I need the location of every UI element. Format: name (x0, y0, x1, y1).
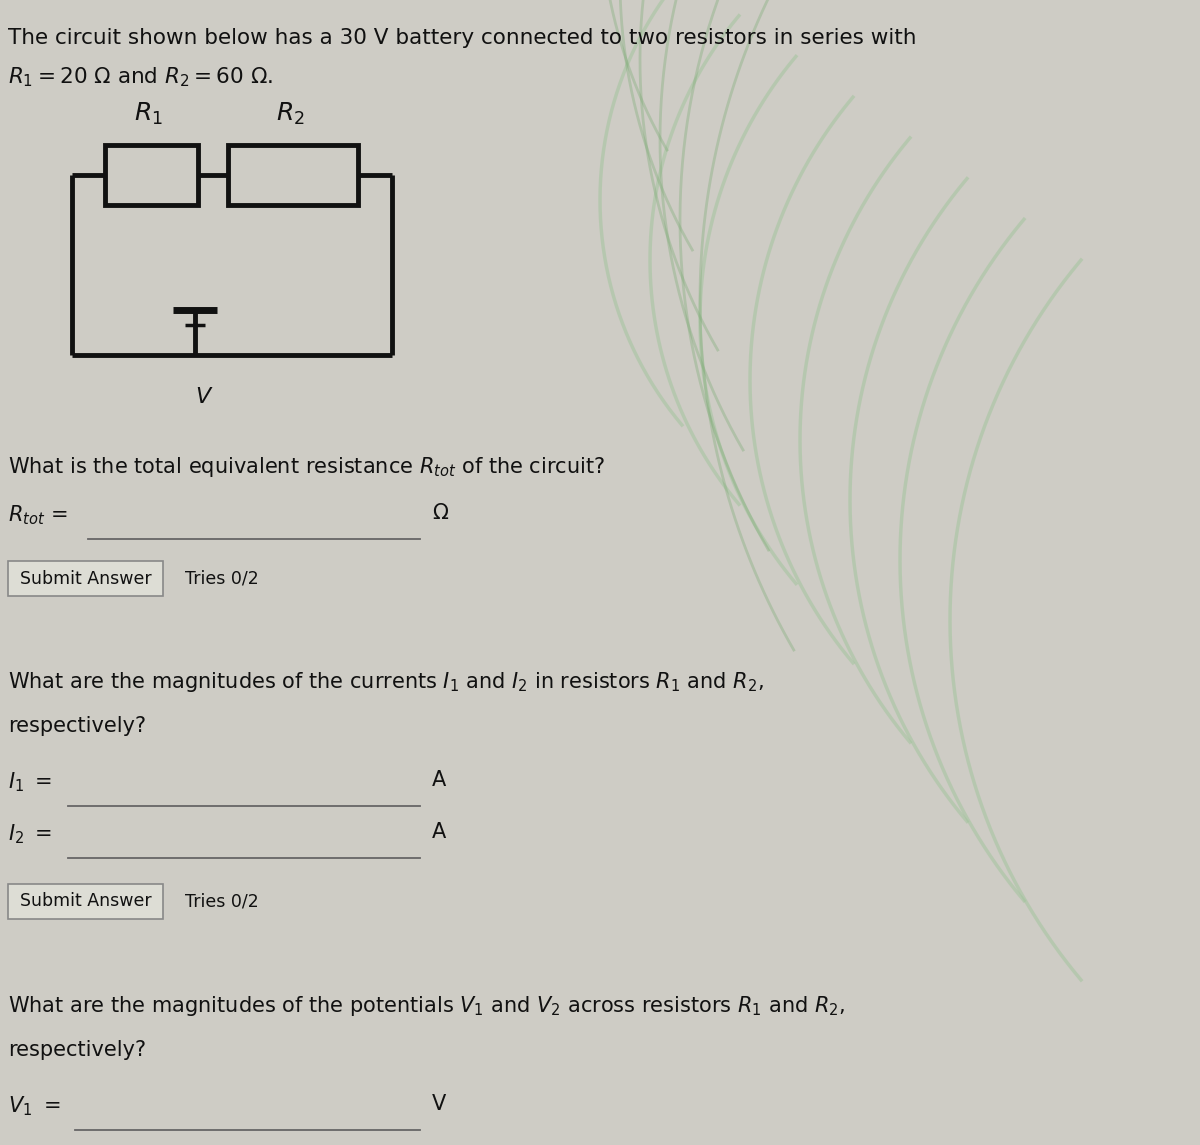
Text: $R_{tot}$ =: $R_{tot}$ = (8, 503, 67, 527)
Text: respectively?: respectively? (8, 716, 146, 736)
Text: V: V (196, 387, 211, 406)
Bar (8, 561, 163, 597)
Text: $R_2$: $R_2$ (276, 101, 305, 127)
Text: respectively?: respectively? (8, 1040, 146, 1060)
Text: $R_1 = 20\ \Omega$ and $R_2 = 60\ \Omega.$: $R_1 = 20\ \Omega$ and $R_2 = 60\ \Omega… (8, 65, 274, 88)
Text: Submit Answer: Submit Answer (19, 569, 151, 587)
Text: Submit Answer: Submit Answer (19, 892, 151, 910)
Bar (228, 145, 358, 205)
Bar (106, 145, 198, 205)
Text: $\Omega$: $\Omega$ (432, 503, 449, 523)
Text: $I_1\ =$: $I_1\ =$ (8, 769, 53, 793)
Text: Tries 0/2: Tries 0/2 (185, 892, 259, 910)
Text: Tries 0/2: Tries 0/2 (185, 569, 259, 587)
Text: $I_2\ =$: $I_2\ =$ (8, 822, 53, 846)
Text: $V_1\ =$: $V_1\ =$ (8, 1093, 60, 1118)
Bar (8, 884, 163, 919)
Text: What are the magnitudes of the potentials $V_1$ and $V_2$ across resistors $R_1$: What are the magnitudes of the potential… (8, 994, 845, 1018)
Text: What is the total equivalent resistance $R_{tot}$ of the circuit?: What is the total equivalent resistance … (8, 455, 605, 479)
Text: A: A (432, 769, 446, 790)
Text: What are the magnitudes of the currents $I_1$ and $I_2$ in resistors $R_1$ and $: What are the magnitudes of the currents … (8, 670, 764, 694)
Text: $R_1$: $R_1$ (133, 101, 162, 127)
Text: The circuit shown below has a 30 V battery connected to two resistors in series : The circuit shown below has a 30 V batte… (8, 27, 917, 48)
Text: A: A (432, 822, 446, 842)
Text: V: V (432, 1093, 446, 1114)
